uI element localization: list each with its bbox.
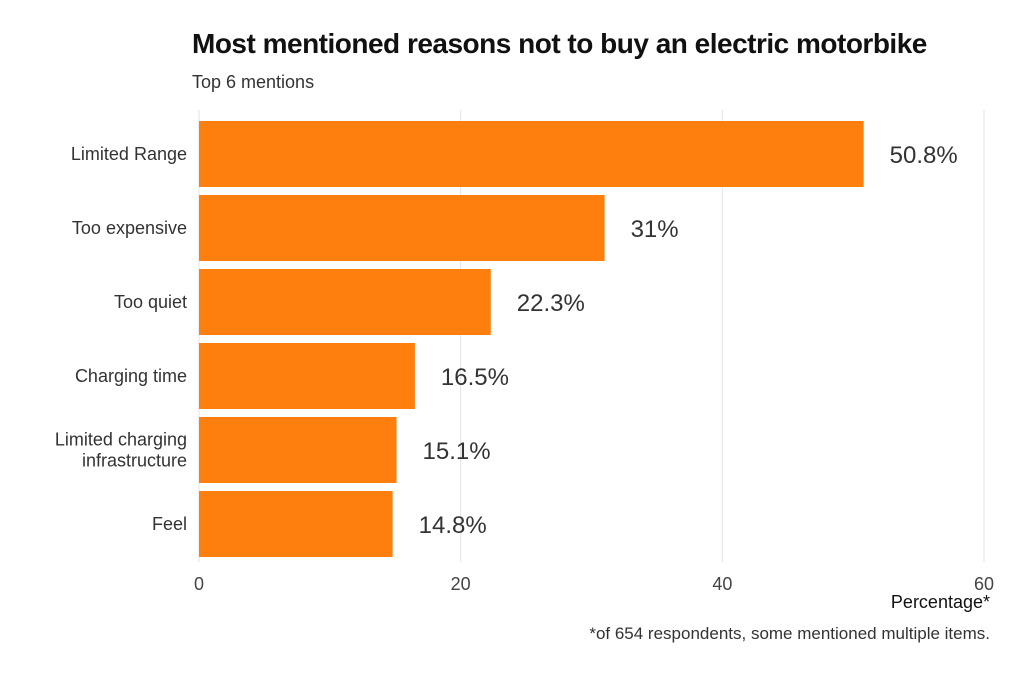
x-tick-label: 60 bbox=[974, 574, 994, 594]
bars bbox=[199, 121, 864, 557]
category-label: Feel bbox=[152, 514, 187, 534]
x-axis-label: Percentage* bbox=[890, 592, 990, 612]
category-label: Charging time bbox=[75, 366, 187, 386]
value-label: 15.1% bbox=[423, 438, 491, 465]
category-label: Too expensive bbox=[72, 218, 187, 238]
value-label: 22.3% bbox=[517, 290, 585, 317]
x-tick-label: 20 bbox=[451, 574, 471, 594]
bar bbox=[199, 269, 491, 335]
value-label: 14.8% bbox=[419, 512, 487, 539]
bar bbox=[199, 491, 393, 557]
value-label: 31% bbox=[631, 216, 679, 243]
bar bbox=[199, 121, 864, 187]
bar bbox=[199, 417, 397, 483]
value-labels: 50.8% 31% 22.3% 16.5% 15.1% 14.8% bbox=[419, 142, 958, 539]
bar bbox=[199, 343, 415, 409]
category-label: Limited Range bbox=[71, 144, 187, 164]
category-label: Too quiet bbox=[114, 292, 187, 312]
x-tick-label: 0 bbox=[194, 574, 204, 594]
chart-title: Most mentioned reasons not to buy an ele… bbox=[192, 28, 927, 59]
chart-caption: *of 654 respondents, some mentioned mult… bbox=[589, 624, 990, 643]
value-label: 50.8% bbox=[890, 142, 958, 169]
x-tick-label: 40 bbox=[712, 574, 732, 594]
category-label: Limited charging infrastructure bbox=[55, 430, 187, 471]
category-labels: Limited Range Too expensive Too quiet Charg… bbox=[55, 144, 187, 534]
x-tick-labels: 0 20 40 60 bbox=[194, 574, 994, 594]
bar bbox=[199, 195, 605, 261]
value-label: 16.5% bbox=[441, 364, 509, 391]
chart-subtitle: Top 6 mentions bbox=[192, 72, 315, 92]
